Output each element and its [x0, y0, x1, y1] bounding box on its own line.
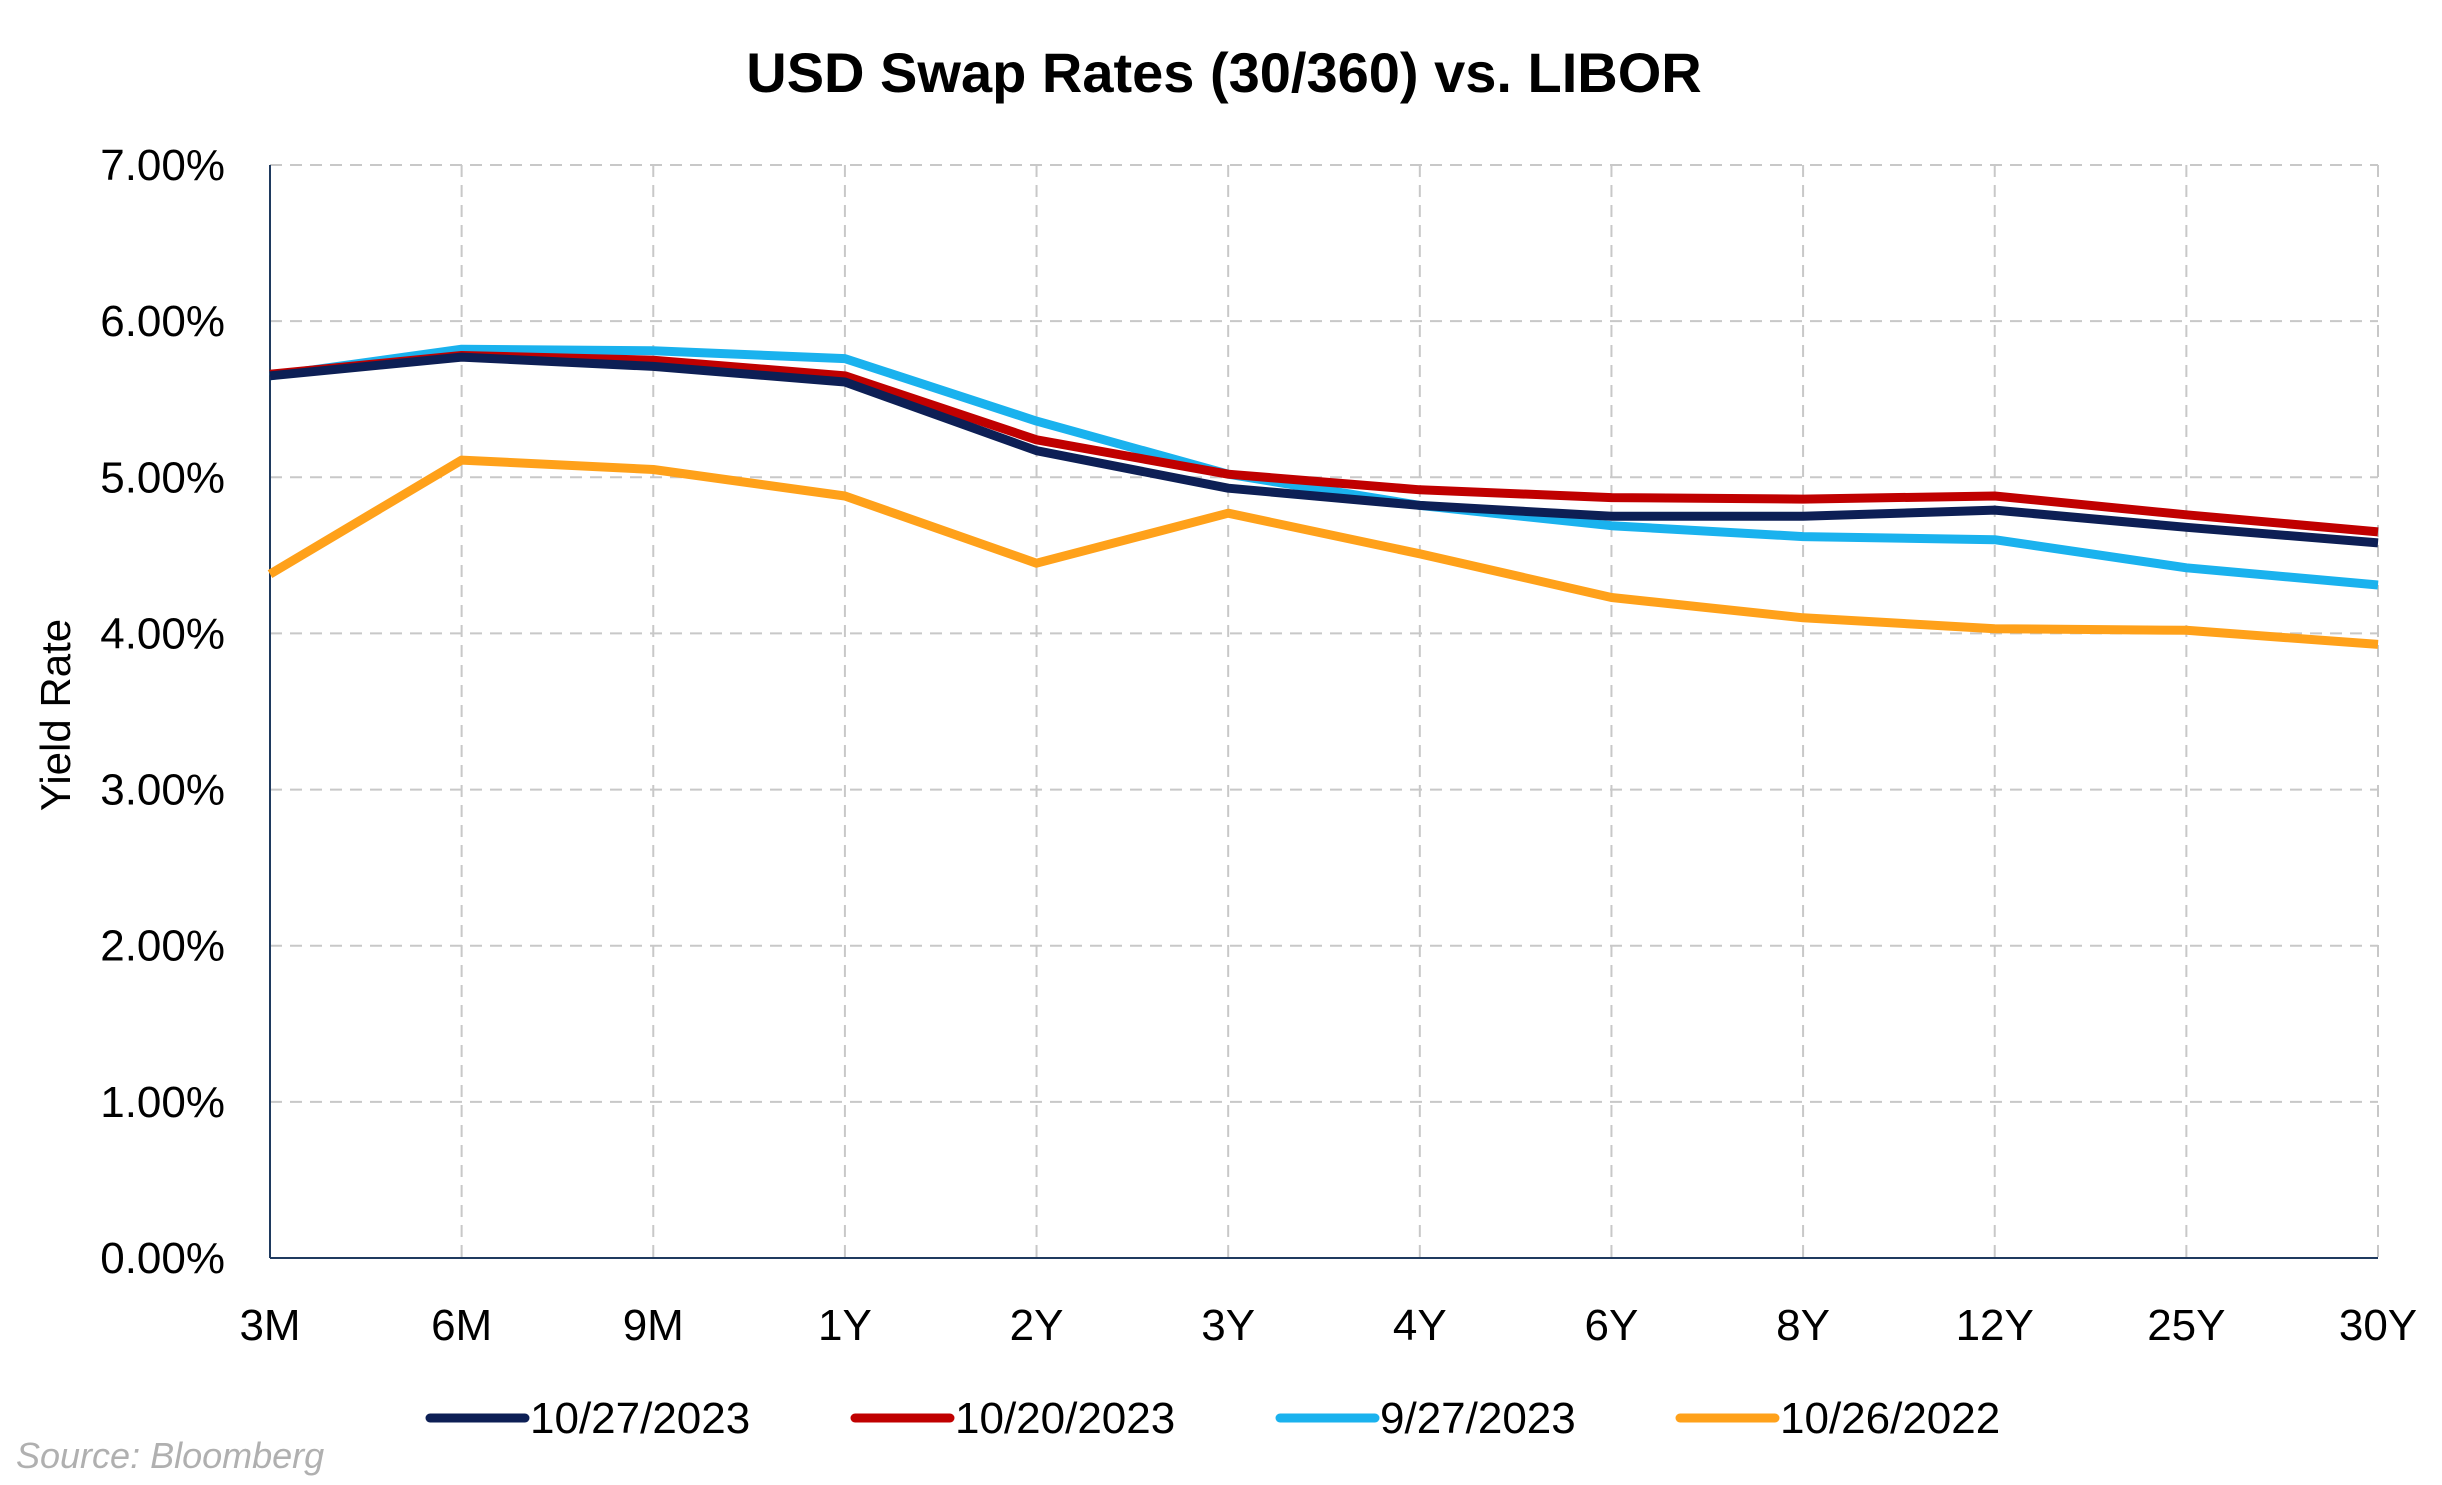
- x-tick-label: 25Y: [2147, 1301, 2225, 1350]
- legend-label: 10/20/2023: [955, 1394, 1175, 1443]
- x-tick-label: 6Y: [1585, 1301, 1639, 1350]
- legend-item: 10/27/2023: [425, 1394, 750, 1443]
- x-tick-label: 4Y: [1393, 1301, 1447, 1350]
- legend-label: 10/26/2022: [1780, 1394, 2000, 1443]
- legend: 10/27/2023 10/20/2023 9/27/2023 10/26/2022: [425, 1394, 2000, 1443]
- x-tick-label: 9M: [623, 1301, 684, 1350]
- series-line: [269, 344, 2379, 590]
- x-tick-label: 3Y: [1201, 1301, 1255, 1350]
- y-axis-tick-labels: 0.00% 1.00% 2.00% 3.00% 4.00% 5.00% 6.00% 7.00%: [100, 141, 225, 1283]
- series-lines: [267, 344, 2379, 649]
- series-line: [267, 455, 2379, 649]
- y-tick-label: 5.00%: [100, 453, 225, 502]
- chart-title: USD Swap Rates (30/360) vs. LIBOR: [746, 41, 1701, 104]
- x-tick-label: 30Y: [2339, 1301, 2417, 1350]
- series-line: [269, 352, 2379, 548]
- x-tick-label: 3M: [239, 1301, 300, 1350]
- legend-label: 9/27/2023: [1380, 1394, 1576, 1443]
- x-tick-label: 1Y: [818, 1301, 872, 1350]
- x-tick-label: 6M: [431, 1301, 492, 1350]
- axes: [269, 165, 2378, 1259]
- x-tick-label: 2Y: [1010, 1301, 1064, 1350]
- y-tick-label: 3.00%: [100, 766, 225, 815]
- legend-item: 9/27/2023: [1275, 1394, 1576, 1443]
- legend-label: 10/27/2023: [530, 1394, 750, 1443]
- legend-item: 10/26/2022: [1675, 1394, 2000, 1443]
- x-tick-label: 8Y: [1776, 1301, 1830, 1350]
- y-tick-label: 2.00%: [100, 922, 225, 971]
- y-axis-title: Yield Rate: [32, 619, 79, 811]
- y-tick-label: 1.00%: [100, 1078, 225, 1127]
- series-line: [269, 351, 2379, 537]
- y-tick-label: 6.00%: [100, 297, 225, 346]
- y-tick-label: 4.00%: [100, 609, 225, 658]
- legend-item: 10/20/2023: [850, 1394, 1175, 1443]
- y-tick-label: 0.00%: [100, 1234, 225, 1283]
- x-tick-label: 12Y: [1956, 1301, 2034, 1350]
- source-note: Source: Bloomberg: [16, 1435, 324, 1476]
- grid: [270, 164, 2379, 1258]
- y-tick-label: 7.00%: [100, 141, 225, 190]
- x-axis-tick-labels: 3M 6M 9M 1Y 2Y 3Y 4Y 6Y 8Y 12Y 25Y 30Y: [239, 1301, 2417, 1350]
